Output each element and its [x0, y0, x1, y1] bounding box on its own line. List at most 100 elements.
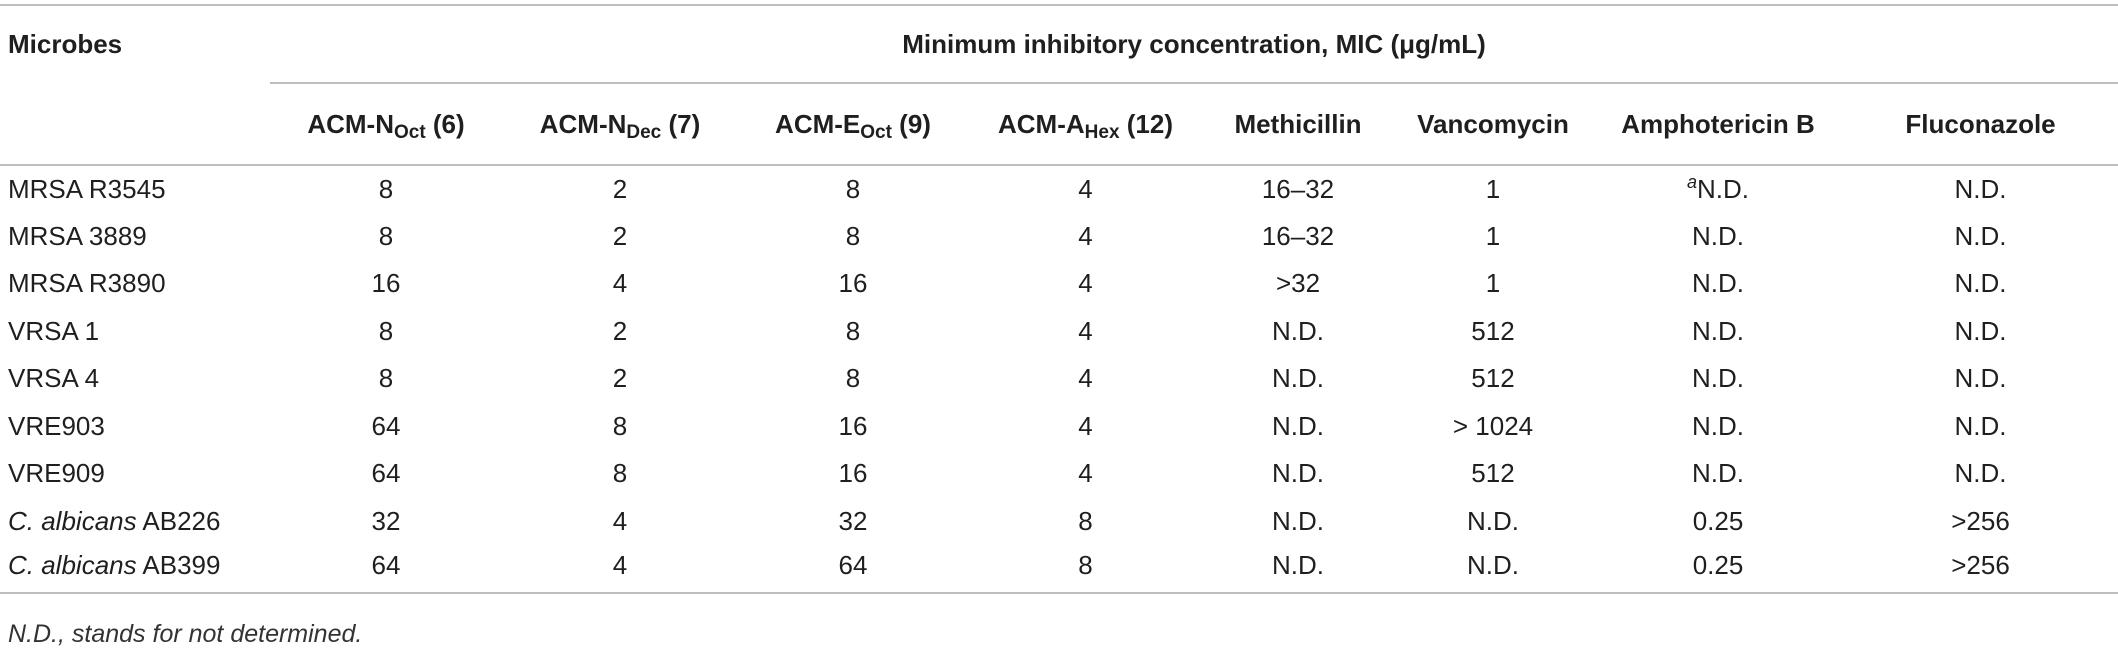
column-header-main: ACM-E: [775, 108, 861, 139]
mic-value-cell: N.D.: [1593, 308, 1843, 356]
mic-value: 64: [371, 458, 401, 489]
mic-value-cell: 4: [502, 260, 738, 308]
mic-value: 8: [378, 363, 394, 394]
column-header-main: ACM-N: [539, 108, 627, 139]
microbes-header: Microbes: [8, 29, 123, 59]
mic-span-header: Minimum inhibitory concentration, MIC (μ…: [270, 6, 2118, 84]
strain-name: MRSA R3890: [8, 268, 166, 299]
mic-value: 16–32: [1261, 220, 1335, 251]
mic-value-cell: 16: [738, 403, 968, 451]
mic-value-cell: 32: [270, 498, 502, 546]
mic-value-cell: 4: [968, 260, 1203, 308]
mic-value: N.D.: [1692, 220, 1744, 251]
mic-value-cell: N.D.: [1843, 308, 2118, 356]
mic-value-cell: 1: [1393, 260, 1593, 308]
column-header: Methicillin: [1203, 83, 1393, 166]
microbe-name-cell: MRSA R3545: [0, 165, 270, 213]
mic-value-cell: N.D.: [1393, 498, 1593, 546]
table-row: VRE903 64 8 16 4 N.D. > 1024 N.D. N.D.: [0, 403, 2118, 451]
mic-value-cell: 16–32: [1203, 213, 1393, 261]
microbe-name-cell: VRSA 1: [0, 308, 270, 356]
mic-value-cell: N.D.: [1203, 308, 1393, 356]
mic-value: N.D.: [1954, 363, 2007, 394]
mic-value-cell: N.D.: [1393, 545, 1593, 594]
table-row: VRSA 1 8 2 8 4 N.D. 512 N.D. N.D.: [0, 308, 2118, 356]
mic-value: 2: [612, 315, 628, 346]
mic-value-cell: N.D.: [1843, 165, 2118, 213]
table-row: C. albicans AB399 64 4 64 8 N.D. N.D. 0.25 >256: [0, 545, 2118, 594]
mic-value: N.D.: [1692, 268, 1744, 299]
strain-name: VRSA 1: [8, 315, 100, 346]
microbe-name-cell: VRE909: [0, 450, 270, 498]
mic-value-cell: N.D.: [1203, 545, 1393, 594]
column-header-main: ACM-A: [998, 108, 1085, 139]
mic-value-cell: 2: [502, 165, 738, 213]
mic-value-cell: 32: [738, 498, 968, 546]
column-header: ACM-NDec (7): [502, 83, 738, 166]
mic-value: >32: [1275, 268, 1321, 299]
mic-table: Microbes Minimum inhibitory concentratio…: [0, 6, 2118, 594]
mic-value: 8: [845, 363, 861, 394]
mic-value: > 1024: [1452, 410, 1534, 441]
mic-value-cell: 16: [270, 260, 502, 308]
table-row: MRSA R3890 16 4 16 4 >32 1 N.D. N.D.: [0, 260, 2118, 308]
mic-value-cell: 1: [1393, 213, 1593, 261]
mic-value: N.D.: [1692, 410, 1744, 441]
mic-value-cell: N.D.: [1203, 498, 1393, 546]
microbe-name-cell: MRSA R3890: [0, 260, 270, 308]
strain-name: MRSA R3545: [8, 173, 166, 204]
mic-value: N.D.: [1954, 315, 2007, 346]
column-header-suffix: (12): [1119, 108, 1173, 139]
mic-value-cell: 16–32: [1203, 165, 1393, 213]
mic-value-cell: 2: [502, 308, 738, 356]
mic-value-cell: 8: [270, 165, 502, 213]
mic-value-cell: 16: [738, 450, 968, 498]
column-header: ACM-EOct (9): [738, 83, 968, 166]
mic-value: 8: [1078, 549, 1093, 580]
mic-value: N.D.: [1954, 458, 2007, 489]
mic-value-cell: N.D.: [1203, 450, 1393, 498]
table-body: MRSA R3545 8 2 8 4 16–32 1 aN.D. N.D. MRSA 3889 8 2…: [0, 165, 2118, 594]
table-row: MRSA 3889 8 2 8 4 16–32 1 N.D. N.D.: [0, 213, 2118, 261]
mic-value: 0.25: [1692, 549, 1744, 580]
strain-name: VRSA 4: [8, 363, 100, 394]
mic-value-cell: 64: [270, 403, 502, 451]
mic-value-cell: 4: [968, 308, 1203, 356]
species-name: C. albicans: [8, 505, 137, 536]
mic-value: 1: [1485, 173, 1501, 204]
microbe-name-cell: MRSA 3889: [0, 213, 270, 261]
microbe-name-cell: C. albicans AB399: [0, 545, 270, 594]
mic-value: 64: [371, 549, 401, 580]
mic-value-cell: 64: [270, 545, 502, 594]
mic-value: N.D.: [1692, 363, 1744, 394]
mic-value: 4: [1078, 315, 1093, 346]
mic-value: 16: [838, 458, 868, 489]
mic-value: 4: [612, 505, 628, 536]
strain-name: VRE903: [8, 410, 105, 441]
mic-value: 64: [838, 549, 868, 580]
mic-value: 2: [612, 220, 628, 251]
mic-value: N.D.: [1954, 220, 2007, 251]
mic-value-cell: > 1024: [1393, 403, 1593, 451]
mic-value-cell: 1: [1393, 165, 1593, 213]
mic-value: 32: [371, 505, 401, 536]
mic-value-cell: 8: [270, 213, 502, 261]
blank-header-cell: [0, 83, 270, 166]
table-row: C. albicans AB226 32 4 32 8 N.D. N.D. 0.25 >256: [0, 498, 2118, 546]
column-header: Vancomycin: [1393, 83, 1593, 166]
mic-value: N.D.: [1692, 458, 1744, 489]
mic-value-cell: 16: [738, 260, 968, 308]
mic-value: N.D.: [1272, 315, 1324, 346]
strain-name: MRSA 3889: [8, 220, 147, 251]
mic-value: 512: [1471, 458, 1515, 489]
mic-value-cell: N.D.: [1843, 450, 2118, 498]
mic-value-cell: N.D.: [1203, 403, 1393, 451]
mic-value-cell: 8: [738, 308, 968, 356]
mic-value: N.D.: [1954, 268, 2007, 299]
column-header-row: ACM-NOct (6) ACM-NDec (7) ACM-EOct (9) ACM-…: [0, 83, 2118, 166]
mic-value: N.D.: [1954, 410, 2007, 441]
mic-value-cell: aN.D.: [1593, 165, 1843, 213]
mic-value-cell: >32: [1203, 260, 1393, 308]
column-header-subscript: Oct: [860, 121, 892, 143]
